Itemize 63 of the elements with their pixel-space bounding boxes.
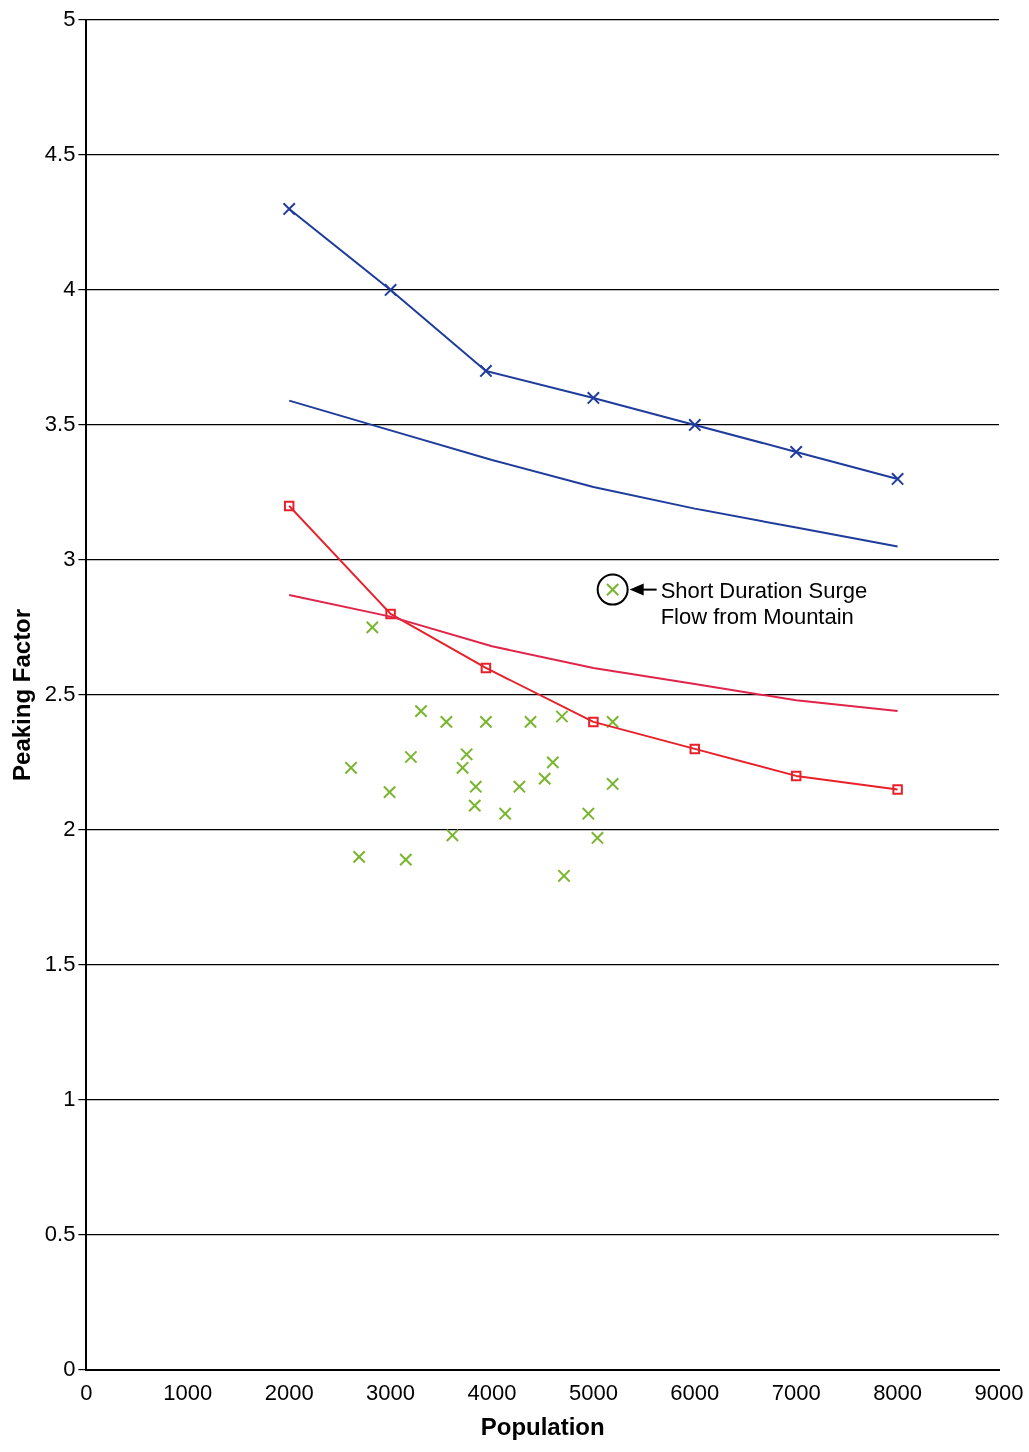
y-tick-label: 0 <box>63 1355 76 1381</box>
point <box>588 716 599 728</box>
point <box>581 807 595 821</box>
point <box>344 761 358 775</box>
point <box>382 785 397 799</box>
x-axis-title: Population <box>480 1413 605 1441</box>
point <box>385 608 396 620</box>
y-tick-label: 3 <box>63 545 76 571</box>
point <box>445 828 460 842</box>
point <box>468 798 482 813</box>
point <box>557 869 571 883</box>
point <box>546 755 560 770</box>
point <box>469 780 483 794</box>
x-tick-label: 3000 <box>366 1380 416 1406</box>
point <box>282 202 296 216</box>
point <box>555 709 569 724</box>
point <box>479 715 493 729</box>
point <box>459 747 474 761</box>
x-tick-label: 0 <box>80 1380 93 1406</box>
point <box>399 852 413 867</box>
x-tick-label: 8000 <box>873 1380 923 1406</box>
y-axis-title: Peaking Factor <box>8 608 36 781</box>
x-tick-label: 1000 <box>163 1380 213 1406</box>
y-tick-label: 4.5 <box>44 141 76 167</box>
y-tick-label: 1.5 <box>44 950 76 976</box>
y-tick-label: 2 <box>63 815 76 841</box>
point <box>365 620 379 635</box>
x-tick-label: 4000 <box>467 1380 517 1406</box>
point <box>892 784 903 795</box>
x-tick-label: 5000 <box>568 1380 618 1406</box>
point <box>523 715 538 729</box>
point <box>383 283 398 297</box>
y-tick-label: 5 <box>63 6 76 32</box>
point <box>414 704 428 718</box>
y-tick-label: 4 <box>63 276 76 302</box>
point <box>498 807 512 821</box>
annotation: Short Duration Surge Flow from Mountain <box>660 577 868 629</box>
x-tick-label: 6000 <box>670 1380 720 1406</box>
point <box>890 472 905 486</box>
point <box>538 771 552 786</box>
x-tick-label: 9000 <box>974 1380 1024 1406</box>
point <box>479 364 493 378</box>
point <box>480 662 492 674</box>
x-tick-label: 2000 <box>264 1380 314 1406</box>
point <box>455 761 470 775</box>
point <box>689 743 701 755</box>
y-tick-label: 1 <box>63 1085 76 1111</box>
x-tick-label: 7000 <box>771 1380 821 1406</box>
point <box>789 445 803 459</box>
point <box>283 500 295 512</box>
y-tick-label: 3.5 <box>44 411 76 436</box>
point <box>606 715 620 729</box>
point <box>512 780 527 794</box>
point <box>590 831 605 845</box>
point <box>688 418 702 432</box>
point <box>790 770 802 782</box>
y-tick-label: 2.5 <box>44 680 76 706</box>
point <box>404 750 418 764</box>
y-tick-label: 0.5 <box>44 1220 76 1246</box>
point <box>352 850 366 864</box>
point <box>586 391 601 405</box>
point <box>439 715 454 729</box>
point <box>606 777 620 791</box>
